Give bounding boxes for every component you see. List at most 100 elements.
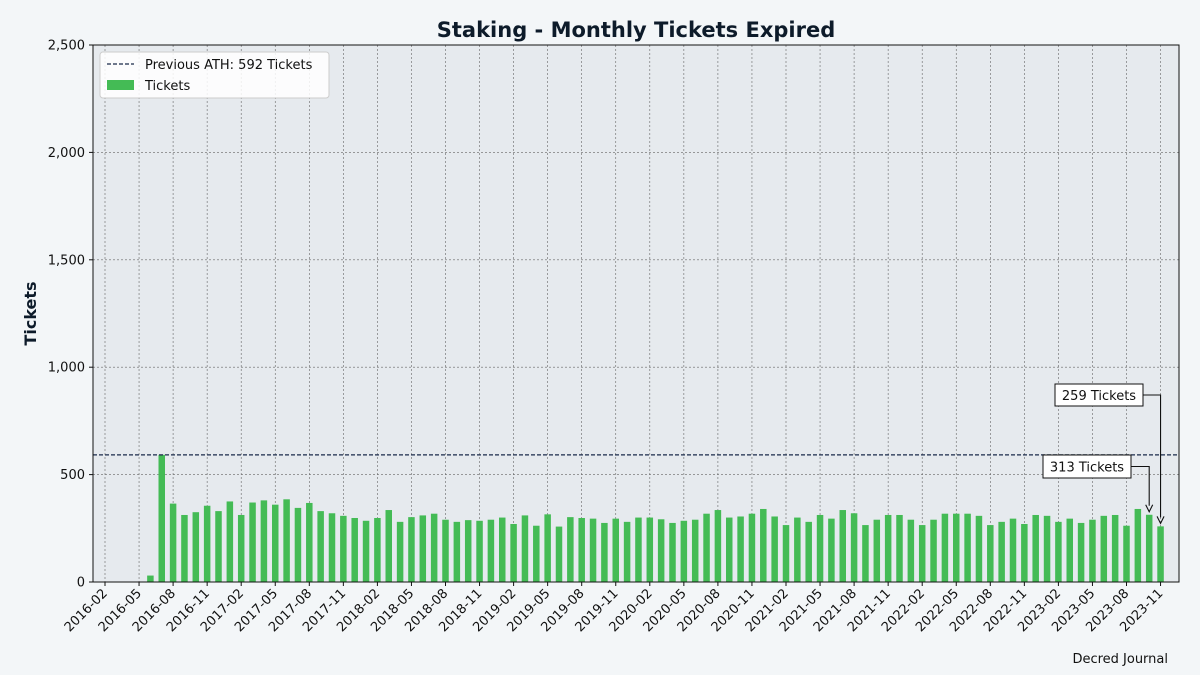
bar: [612, 518, 619, 582]
bar: [657, 519, 665, 582]
bar: [669, 522, 676, 582]
bar: [714, 510, 722, 582]
bar: [567, 517, 574, 582]
bar: [226, 501, 234, 582]
bar: [816, 514, 824, 582]
bar: [544, 514, 551, 582]
y-tick-label: 2,500: [48, 39, 85, 54]
bar: [918, 525, 926, 582]
bar: [862, 525, 869, 582]
bar: [1032, 514, 1039, 582]
annotation-label: 313 Tickets: [1050, 461, 1124, 476]
legend-label-reference: Previous ATH: 592 Tickets: [145, 58, 313, 73]
bar: [975, 515, 983, 582]
bar: [294, 507, 302, 582]
bar: [362, 520, 370, 582]
bar: [760, 508, 767, 582]
bar: [408, 517, 415, 582]
grid-lines: [93, 44, 1179, 582]
bar: [839, 510, 846, 582]
bar: [805, 521, 812, 582]
bar: [237, 514, 245, 582]
annotation-arrow: [1143, 394, 1165, 525]
bar: [464, 520, 472, 582]
bar: [283, 499, 290, 582]
bar: [476, 520, 483, 582]
y-tick-labels: 0 500 1,000 1,500 2,000 2,500: [48, 39, 85, 591]
bar: [328, 513, 336, 582]
bar: [703, 513, 710, 582]
bars: [147, 454, 1164, 582]
bar: [1089, 519, 1096, 582]
bar: [578, 517, 585, 582]
bar: [1111, 514, 1119, 582]
bar: [555, 526, 563, 582]
bar: [374, 517, 381, 582]
bar: [1145, 514, 1153, 582]
bar: [782, 525, 790, 582]
bar: [794, 517, 801, 582]
bar: [521, 515, 529, 582]
bar: [589, 518, 597, 582]
bar: [726, 517, 733, 582]
bar: [623, 521, 631, 582]
bar: [635, 517, 642, 582]
bar: [260, 500, 268, 582]
x-tick-labels: 2016-022016-052016-082016-112017-022017-…: [62, 586, 1167, 635]
bar: [1134, 508, 1142, 582]
bar: [1077, 522, 1085, 582]
bar: [941, 513, 949, 582]
bar: [181, 514, 188, 582]
plot-frame: [92, 44, 1180, 583]
annotation: 259 Tickets: [1054, 383, 1165, 525]
bar: [1021, 524, 1028, 582]
bar: [748, 513, 756, 582]
axes: [89, 44, 1180, 586]
bar: [828, 518, 835, 582]
bar: [896, 514, 903, 582]
y-tick-label: 2,000: [48, 146, 85, 161]
bar: [771, 516, 778, 582]
bar: [987, 525, 994, 582]
bar: [340, 515, 347, 582]
bar: [930, 519, 937, 582]
bar: [351, 517, 358, 582]
bar: [907, 519, 915, 582]
annotation: 313 Tickets: [1042, 454, 1154, 513]
bar: [385, 510, 392, 582]
bar: [1100, 515, 1108, 582]
annotations: 313 Tickets 259 Tickets: [1042, 383, 1165, 525]
y-tick-label: 1,000: [48, 361, 85, 376]
chart-title: Staking - Monthly Tickets Expired: [437, 18, 836, 42]
bar: [396, 521, 404, 582]
bar: [884, 514, 892, 582]
bar: [453, 521, 461, 582]
bar: [487, 519, 495, 582]
bar: [430, 513, 438, 582]
bar: [510, 524, 517, 582]
legend: Previous ATH: 592 Tickets Tickets: [99, 51, 330, 99]
bar: [964, 513, 971, 582]
y-tick-label: 500: [60, 468, 85, 483]
bar: [998, 521, 1005, 582]
bar: [680, 520, 688, 582]
bar: [147, 575, 154, 582]
bar: [691, 519, 699, 582]
y-axis-label: Tickets: [21, 281, 40, 345]
bar: [533, 525, 540, 582]
bar: [737, 516, 744, 582]
source-credit: Decred Journal: [1072, 652, 1168, 667]
annotation-arrow: [1131, 465, 1154, 513]
y-tick-label: 1,500: [48, 253, 85, 268]
bar: [317, 511, 324, 582]
bar: [215, 511, 222, 582]
bar: [1123, 525, 1130, 582]
bar: [499, 517, 506, 582]
bar: [272, 504, 279, 582]
legend-swatch-tickets: [107, 80, 134, 90]
y-tick-label: 0: [77, 576, 85, 591]
bar: [850, 513, 858, 582]
bar: [306, 502, 313, 582]
legend-box: [99, 51, 330, 99]
